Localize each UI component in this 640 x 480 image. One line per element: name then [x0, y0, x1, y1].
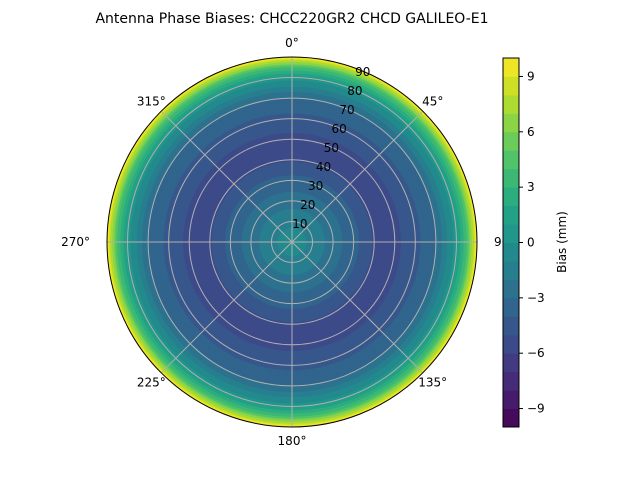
colorbar-tick-label: 0 — [527, 236, 535, 250]
angular-gridline — [291, 241, 424, 374]
radial-tick-label: 40 — [316, 160, 331, 174]
colorbar-tick-label: −6 — [527, 346, 545, 360]
angular-tick-labels: 0°45°90°135°180°225°270°315° — [61, 36, 515, 448]
angular-tick-label: 270° — [61, 235, 90, 249]
colorbar-band — [503, 334, 519, 354]
colorbar-band — [503, 224, 519, 243]
radial-tick-label: 50 — [324, 141, 339, 155]
colorbar-tick-label: −3 — [527, 291, 545, 305]
angular-tick-label: 45° — [422, 94, 443, 108]
colorbar-band — [503, 113, 519, 133]
radial-tick-label: 10 — [292, 217, 307, 231]
radial-tick-label: 60 — [332, 122, 347, 136]
colorbar-band — [503, 94, 519, 114]
colorbar-band — [503, 371, 519, 391]
polar-grid — [107, 57, 477, 427]
colorbar-band — [503, 168, 519, 188]
colorbar-band — [503, 187, 519, 207]
colorbar-tick-label: 6 — [527, 125, 535, 139]
colorbar: −9 −6 −3 0 3 6 9 — [502, 57, 545, 428]
radial-tick-label: 30 — [308, 179, 323, 193]
chart-title: Antenna Phase Biases: CHCC220GR2 CHCD GA… — [95, 11, 488, 27]
colorbar-band — [503, 150, 519, 170]
colorbar-band — [503, 260, 519, 280]
colorbar-band — [503, 316, 519, 336]
radial-tick-label: 20 — [300, 198, 315, 212]
colorbar-band — [503, 353, 519, 373]
colorbar-band — [503, 205, 519, 225]
angular-tick-label: 180° — [278, 434, 307, 448]
colorbar-band — [503, 76, 519, 96]
colorbar-band — [503, 297, 519, 317]
angular-tick-label: 135° — [418, 376, 447, 390]
angular-tick-label: 225° — [137, 376, 166, 390]
colorbar-band — [503, 242, 519, 262]
radial-tick-labels: 10 20 30 40 50 60 70 80 90 — [292, 65, 370, 231]
polar-frame — [106, 56, 478, 428]
colorbar-tick-label: −9 — [527, 402, 545, 416]
angular-tick-label: 315° — [137, 94, 166, 108]
radial-tick-label: 80 — [347, 84, 362, 98]
angular-gridline — [160, 110, 293, 243]
colorbar-tick-label: 9 — [527, 69, 535, 83]
angular-tick-label: 0° — [285, 36, 299, 50]
colorbar-tick-label: 3 — [527, 180, 535, 194]
radial-tick-label: 70 — [339, 103, 354, 117]
colorbar-band — [503, 390, 519, 410]
colorbar-band — [503, 131, 519, 151]
colorbar-label: Bias (mm) — [555, 211, 569, 273]
colorbar-band — [503, 58, 519, 77]
angular-gridline — [291, 110, 424, 243]
radial-tick-label: 90 — [355, 65, 370, 79]
colorbar-band — [503, 279, 519, 299]
colorbar-band — [503, 408, 519, 428]
angular-gridline — [160, 241, 293, 374]
